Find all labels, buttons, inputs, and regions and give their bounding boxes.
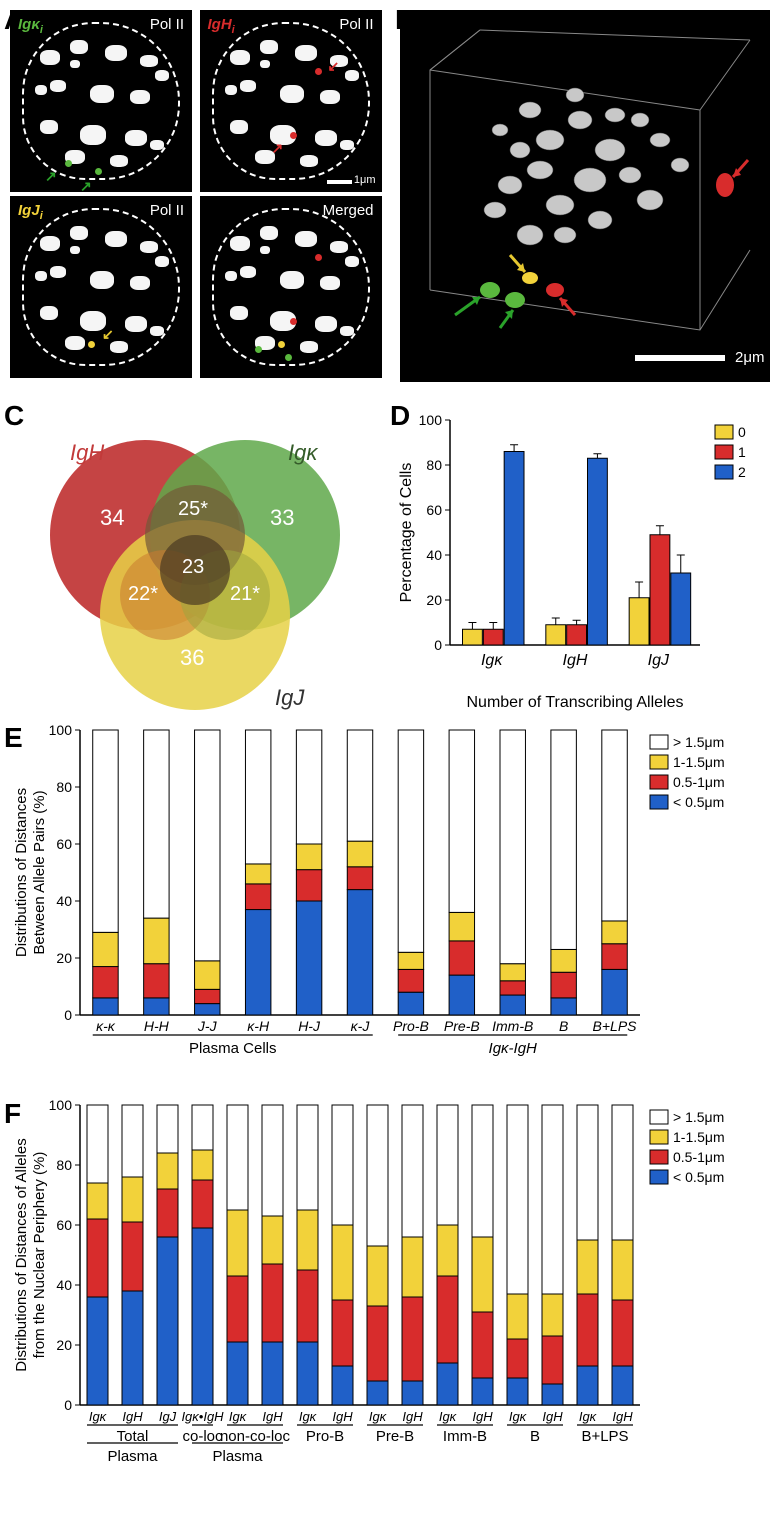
svg-text:J-J: J-J bbox=[197, 1018, 218, 1034]
svg-text:H-H: H-H bbox=[144, 1018, 170, 1034]
svg-text:Between Allele Pairs (%): Between Allele Pairs (%) bbox=[31, 790, 48, 954]
venn-j-only: 36 bbox=[180, 645, 204, 670]
microscopy-image-1: ↙↗IgHiPol II1μm bbox=[200, 10, 382, 192]
svg-text:2: 2 bbox=[738, 464, 746, 480]
svg-text:IgH: IgH bbox=[402, 1409, 423, 1424]
svg-text:20: 20 bbox=[426, 592, 442, 608]
svg-text:100: 100 bbox=[419, 412, 443, 428]
svg-text:Igκ-IgH: Igκ-IgH bbox=[489, 1040, 538, 1057]
svg-text:Pro-B: Pro-B bbox=[393, 1018, 429, 1034]
svg-text:Distributions of Distances of: Distributions of Distances of Alleles bbox=[13, 1138, 30, 1371]
svg-text:80: 80 bbox=[426, 457, 442, 473]
svg-text:Percentage of Cells: Percentage of Cells bbox=[398, 463, 415, 603]
svg-text:20: 20 bbox=[56, 950, 72, 966]
svg-text:80: 80 bbox=[56, 779, 72, 795]
microscopy-image-2: ↙IgJiPol II bbox=[10, 196, 192, 378]
svg-text:IgH: IgH bbox=[542, 1409, 563, 1424]
svg-text:from the Nuclear Periphery (%): from the Nuclear Periphery (%) bbox=[31, 1152, 48, 1359]
svg-text:Igκ: Igκ bbox=[509, 1409, 528, 1424]
panel-b-3d: 2μm bbox=[400, 10, 770, 382]
svg-text:κ-J: κ-J bbox=[351, 1018, 371, 1034]
venn-igj-label: IgJ bbox=[275, 685, 305, 710]
svg-text:B+LPS: B+LPS bbox=[593, 1018, 638, 1034]
svg-text:1: 1 bbox=[738, 444, 746, 460]
panel-f-chart: 0 20 40 60 80 100 Igκ IgH IgJ Igκ•IgH Igκ IgH Igκ IgH… bbox=[10, 1095, 765, 1510]
svg-text:Igκ: Igκ bbox=[89, 1409, 108, 1424]
svg-text:Igκ•IgH: Igκ•IgH bbox=[181, 1409, 224, 1424]
svg-text:Plasma: Plasma bbox=[107, 1448, 158, 1465]
svg-text:60: 60 bbox=[426, 502, 442, 518]
venn-kj: 21* bbox=[230, 583, 260, 605]
svg-text:Igκ: Igκ bbox=[481, 652, 503, 669]
svg-text:Pre-B: Pre-B bbox=[444, 1018, 480, 1034]
venn-k-only: 33 bbox=[270, 505, 294, 530]
svg-text:H-J: H-J bbox=[298, 1018, 321, 1034]
svg-text:0: 0 bbox=[64, 1007, 72, 1023]
svg-text:0.5-1μm: 0.5-1μm bbox=[673, 1149, 725, 1165]
venn-hj: 22* bbox=[128, 583, 158, 605]
svg-text:0: 0 bbox=[434, 637, 442, 653]
svg-text:100: 100 bbox=[49, 722, 73, 738]
svg-text:IgJ: IgJ bbox=[648, 652, 670, 669]
svg-text:Distributions of Distances: Distributions of Distances bbox=[13, 788, 30, 957]
svg-text:IgH: IgH bbox=[563, 652, 588, 669]
svg-text:40: 40 bbox=[56, 1277, 72, 1293]
svg-text:Number of Transcribing Alleles: Number of Transcribing Alleles bbox=[467, 694, 684, 711]
panel-e-chart: 0 20 40 60 80 100 κ-κ H-H J-J κ-H H-J κ-J Pro-B Pre-B… bbox=[10, 720, 765, 1090]
svg-text:Igκ: Igκ bbox=[299, 1409, 318, 1424]
svg-text:IgJ: IgJ bbox=[159, 1409, 177, 1424]
svg-text:B: B bbox=[530, 1428, 540, 1445]
svg-text:< 0.5μm: < 0.5μm bbox=[673, 1169, 724, 1185]
svg-text:IgH: IgH bbox=[122, 1409, 143, 1424]
svg-text:Igκ: Igκ bbox=[439, 1409, 458, 1424]
svg-text:κ-H: κ-H bbox=[247, 1018, 270, 1034]
svg-text:1-1.5μm: 1-1.5μm bbox=[673, 1129, 725, 1145]
svg-text:B: B bbox=[559, 1018, 568, 1034]
svg-text:40: 40 bbox=[426, 547, 442, 563]
venn-igk-label: Igκ bbox=[288, 440, 318, 465]
venn-hk: 25* bbox=[178, 498, 208, 520]
svg-text:Pro-B: Pro-B bbox=[306, 1428, 344, 1445]
venn-h-only: 34 bbox=[100, 505, 124, 530]
svg-text:0: 0 bbox=[738, 424, 746, 440]
svg-text:40: 40 bbox=[56, 893, 72, 909]
svg-text:100: 100 bbox=[49, 1097, 73, 1113]
svg-text:Plasma Cells: Plasma Cells bbox=[189, 1040, 277, 1057]
svg-text:20: 20 bbox=[56, 1337, 72, 1353]
svg-text:Pre-B: Pre-B bbox=[376, 1428, 414, 1445]
svg-text:κ-κ: κ-κ bbox=[96, 1018, 116, 1034]
svg-text:1-1.5μm: 1-1.5μm bbox=[673, 754, 725, 770]
svg-text:Plasma: Plasma bbox=[212, 1448, 263, 1465]
microscopy-image-0: ↗↗IgκiPol II bbox=[10, 10, 192, 192]
svg-text:60: 60 bbox=[56, 836, 72, 852]
venn-igh-label: IgH bbox=[70, 440, 104, 465]
svg-text:IgH: IgH bbox=[612, 1409, 633, 1424]
svg-text:IgH: IgH bbox=[262, 1409, 283, 1424]
panel-c-venn: IgH Igκ IgJ 34 33 36 25* 22* 21* 23 bbox=[10, 405, 380, 715]
svg-text:> 1.5μm: > 1.5μm bbox=[673, 734, 724, 750]
panel-b-scale-text: 2μm bbox=[735, 349, 764, 366]
svg-text:80: 80 bbox=[56, 1157, 72, 1173]
panel-d-chart: 020406080100IgκIgHIgJNumber of Transcrib… bbox=[395, 405, 770, 715]
svg-text:Igκ: Igκ bbox=[369, 1409, 388, 1424]
svg-text:Igκ: Igκ bbox=[229, 1409, 248, 1424]
svg-text:Imm-B: Imm-B bbox=[443, 1428, 487, 1445]
microscopy-image-3: Merged bbox=[200, 196, 382, 378]
svg-text:B+LPS: B+LPS bbox=[581, 1428, 628, 1445]
svg-text:< 0.5μm: < 0.5μm bbox=[673, 794, 724, 810]
svg-text:0.5-1μm: 0.5-1μm bbox=[673, 774, 725, 790]
venn-hkj: 23 bbox=[182, 556, 204, 578]
svg-text:> 1.5μm: > 1.5μm bbox=[673, 1109, 724, 1125]
svg-text:IgH: IgH bbox=[472, 1409, 493, 1424]
svg-text:IgH: IgH bbox=[332, 1409, 353, 1424]
panel-a-microscopy: ↗↗IgκiPol II↙↗IgHiPol II1μm↙IgJiPol IIMe… bbox=[10, 10, 385, 378]
svg-text:Igκ: Igκ bbox=[579, 1409, 598, 1424]
svg-text:0: 0 bbox=[64, 1397, 72, 1413]
svg-text:60: 60 bbox=[56, 1217, 72, 1233]
svg-text:Imm-B: Imm-B bbox=[492, 1018, 533, 1034]
